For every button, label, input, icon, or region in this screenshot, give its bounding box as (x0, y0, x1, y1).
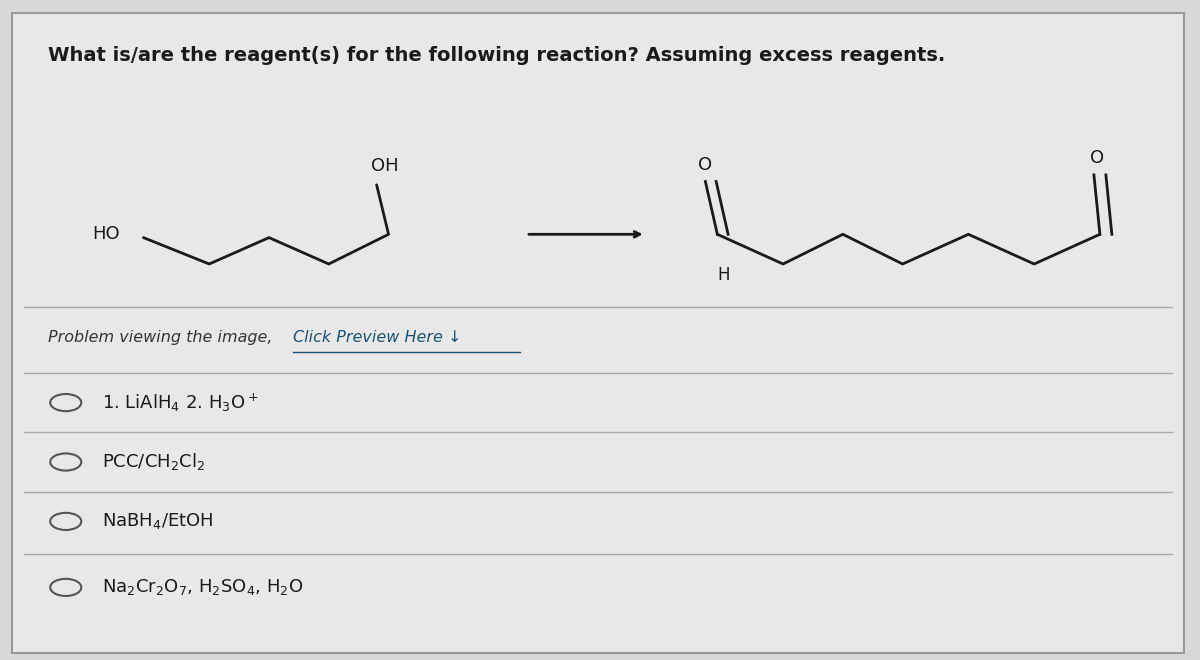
Text: What is/are the reagent(s) for the following reaction? Assuming excess reagents.: What is/are the reagent(s) for the follo… (48, 46, 946, 65)
Text: 1. LiAlH$_4$ 2. H$_3$O$^+$: 1. LiAlH$_4$ 2. H$_3$O$^+$ (102, 391, 258, 414)
Text: O: O (698, 156, 713, 174)
FancyBboxPatch shape (12, 13, 1183, 653)
Text: HO: HO (92, 225, 120, 244)
Text: Click Preview Here ↓: Click Preview Here ↓ (293, 330, 461, 345)
Text: PCC/CH$_2$Cl$_2$: PCC/CH$_2$Cl$_2$ (102, 451, 205, 473)
Text: H: H (718, 266, 730, 284)
Text: NaBH$_4$/EtOH: NaBH$_4$/EtOH (102, 512, 214, 531)
Text: Problem viewing the image,: Problem viewing the image, (48, 330, 277, 345)
Text: OH: OH (371, 157, 398, 175)
Text: Na$_2$Cr$_2$O$_7$, H$_2$SO$_4$, H$_2$O: Na$_2$Cr$_2$O$_7$, H$_2$SO$_4$, H$_2$O (102, 578, 304, 597)
Text: O: O (1091, 149, 1104, 167)
